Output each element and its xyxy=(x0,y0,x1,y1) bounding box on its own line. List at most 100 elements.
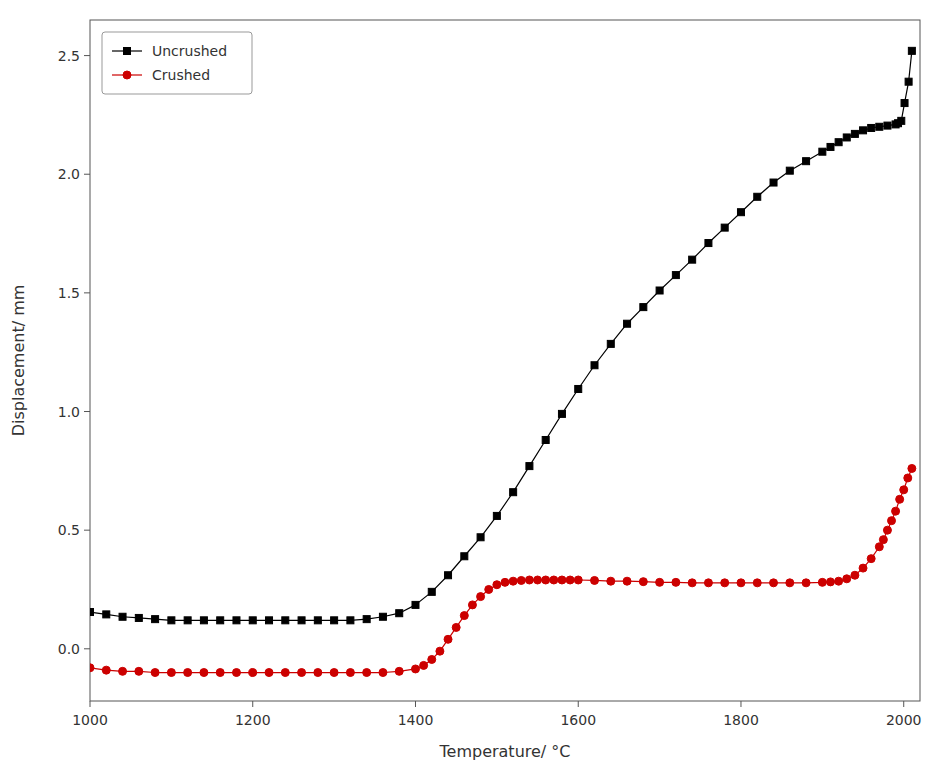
tick-label: 1000 xyxy=(72,712,108,728)
tick-mark xyxy=(84,55,90,56)
data-point xyxy=(904,474,912,482)
data-point xyxy=(558,576,566,584)
data-point xyxy=(135,614,142,621)
tick-label: 1400 xyxy=(398,712,434,728)
tick-mark xyxy=(84,411,90,412)
data-point xyxy=(908,47,915,54)
data-point xyxy=(704,579,712,587)
data-point xyxy=(558,410,565,417)
plot-content xyxy=(90,47,916,676)
data-point xyxy=(721,224,728,231)
data-point xyxy=(575,385,582,392)
data-point xyxy=(818,578,826,586)
data-point xyxy=(591,576,599,584)
data-point xyxy=(477,534,484,541)
data-point xyxy=(835,139,842,146)
x-axis-label: Temperature/ °C xyxy=(439,742,571,761)
series-line xyxy=(90,51,912,620)
data-point xyxy=(184,669,192,677)
tick-mark xyxy=(740,701,741,707)
series xyxy=(90,464,916,676)
data-point xyxy=(452,623,460,631)
data-point xyxy=(266,617,273,624)
data-point xyxy=(843,134,850,141)
data-point xyxy=(526,463,533,470)
tick-label: 2000 xyxy=(886,712,922,728)
data-point xyxy=(770,179,777,186)
legend-label: Crushed xyxy=(152,67,210,83)
data-point xyxy=(534,576,542,584)
data-point xyxy=(786,579,794,587)
data-point xyxy=(827,143,834,150)
series-line xyxy=(90,468,912,672)
data-point xyxy=(623,577,631,585)
legend-marker xyxy=(124,48,131,55)
series xyxy=(90,47,915,623)
data-point xyxy=(689,256,696,263)
data-point xyxy=(151,669,159,677)
data-point xyxy=(298,617,305,624)
tick-mark xyxy=(84,174,90,175)
data-point xyxy=(444,635,452,643)
data-point xyxy=(167,669,175,677)
chart: 1000120014001600180020000.00.51.01.52.02… xyxy=(0,0,944,781)
data-point xyxy=(379,669,387,677)
tick-label: 0.5 xyxy=(58,522,80,538)
data-point xyxy=(883,526,891,534)
data-point xyxy=(501,578,509,586)
data-point xyxy=(445,572,452,579)
data-point xyxy=(770,579,778,587)
plot-frame xyxy=(90,20,920,701)
data-point xyxy=(786,167,793,174)
data-point xyxy=(217,617,224,624)
data-point xyxy=(184,617,191,624)
data-point xyxy=(656,578,664,586)
data-point xyxy=(802,579,810,587)
data-point xyxy=(135,667,143,675)
tick-mark xyxy=(252,701,253,707)
data-point xyxy=(901,100,908,107)
data-point xyxy=(550,576,558,584)
data-point xyxy=(892,507,900,515)
data-point xyxy=(90,609,94,616)
data-point xyxy=(461,553,468,560)
tick-mark xyxy=(84,292,90,293)
tick-mark xyxy=(903,701,904,707)
data-point xyxy=(152,616,159,623)
data-point xyxy=(607,577,615,585)
tick-mark xyxy=(578,701,579,707)
data-point xyxy=(868,124,875,131)
data-point xyxy=(819,148,826,155)
data-point xyxy=(249,669,257,677)
data-point xyxy=(639,578,647,586)
data-point xyxy=(90,664,94,672)
axes: 1000120014001600180020000.00.51.01.52.02… xyxy=(58,20,922,728)
tick-label: 1600 xyxy=(560,712,596,728)
legend: UncrushedCrushed xyxy=(102,32,252,94)
data-point xyxy=(574,576,582,584)
data-point xyxy=(468,601,476,609)
data-point xyxy=(591,362,598,369)
data-point xyxy=(331,617,338,624)
data-point xyxy=(102,666,110,674)
data-point xyxy=(672,272,679,279)
data-point xyxy=(428,588,435,595)
data-point xyxy=(314,669,322,677)
tick-mark xyxy=(90,701,91,707)
data-point xyxy=(905,78,912,85)
data-point xyxy=(330,669,338,677)
data-point xyxy=(298,669,306,677)
data-point xyxy=(232,669,240,677)
tick-label: 2.5 xyxy=(58,48,80,64)
data-point xyxy=(888,517,896,525)
data-point xyxy=(233,617,240,624)
data-point xyxy=(875,543,883,551)
tick-label: 1.5 xyxy=(58,285,80,301)
tick-mark xyxy=(415,701,416,707)
data-point xyxy=(168,617,175,624)
data-point xyxy=(346,669,354,677)
data-point xyxy=(510,489,517,496)
data-point xyxy=(509,577,517,585)
data-point xyxy=(542,436,549,443)
data-point xyxy=(656,287,663,294)
